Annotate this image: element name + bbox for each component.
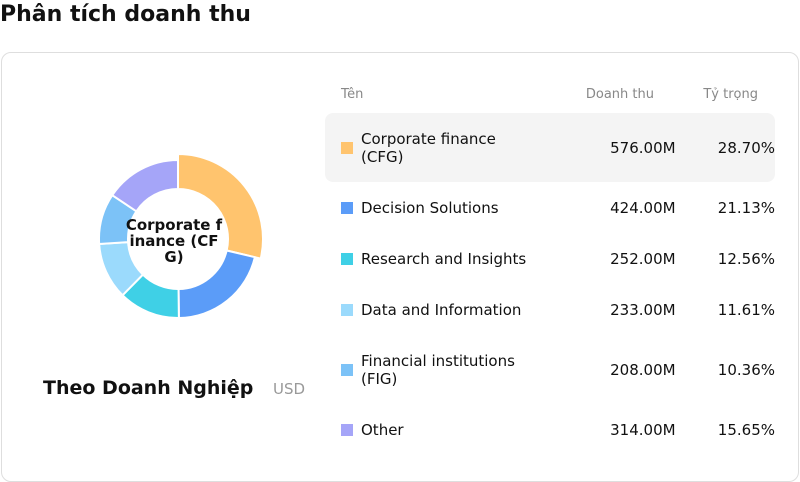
- column-header: Doanh thu: [585, 87, 654, 102]
- row-name: Corporate finance (CFG): [361, 129, 496, 166]
- legend-swatch: [341, 252, 353, 265]
- row-name: Decision Solutions: [361, 198, 499, 217]
- table: Corporate finance (CFG) 576.00M 28.70% Deci…: [325, 113, 775, 455]
- row-name: Data and Information: [361, 300, 522, 319]
- row-revenue: 424.00M: [610, 198, 676, 217]
- row-share: 28.70%: [717, 138, 775, 157]
- row-share: 21.13%: [717, 198, 775, 217]
- row-revenue: 576.00M: [610, 138, 676, 157]
- row-revenue: 314.00M: [610, 420, 676, 439]
- row-name: Research and Insights: [361, 249, 527, 268]
- chart-unit: USD: [273, 380, 306, 398]
- legend-swatch: [341, 423, 353, 436]
- table-row[interactable]: Research and Insights 252.00M 12.56%: [325, 233, 775, 284]
- row-share: 12.56%: [717, 249, 775, 268]
- row-revenue: 252.00M: [610, 249, 676, 268]
- donut-segment: [110, 158, 179, 213]
- donut-segment: [177, 152, 264, 260]
- row-share: 15.65%: [717, 420, 775, 439]
- donut-chart: [98, 152, 264, 320]
- column-header: Tên: [341, 87, 364, 102]
- table-row[interactable]: Decision Solutions 424.00M 21.13%: [325, 182, 775, 233]
- table-row[interactable]: Financial institutions (FIG) 208.00M 10.36…: [325, 335, 775, 404]
- column-header: Tỷ trọng: [703, 87, 758, 102]
- table-row[interactable]: Corporate finance (CFG) 576.00M 28.70%: [325, 113, 775, 182]
- row-share: 10.36%: [717, 360, 775, 379]
- row-share: 11.61%: [717, 300, 775, 319]
- page-title: Phân tích doanh thu: [0, 2, 251, 27]
- chart-title: Theo Doanh Nghiệp: [43, 377, 254, 399]
- row-revenue: 233.00M: [610, 300, 676, 319]
- legend-swatch: [341, 303, 353, 316]
- donut-center-label: Corporate finance (CFG): [125, 216, 223, 266]
- table-row[interactable]: Data and Information 233.00M 11.61%: [325, 284, 775, 335]
- legend-swatch: [341, 363, 353, 376]
- row-name: Other: [361, 420, 404, 439]
- legend-swatch: [341, 201, 353, 214]
- legend-swatch: [341, 141, 353, 154]
- row-name: Financial institutions (FIG): [361, 351, 515, 388]
- table-row[interactable]: Other 314.00M 15.65%: [325, 404, 775, 455]
- row-revenue: 208.00M: [610, 360, 676, 379]
